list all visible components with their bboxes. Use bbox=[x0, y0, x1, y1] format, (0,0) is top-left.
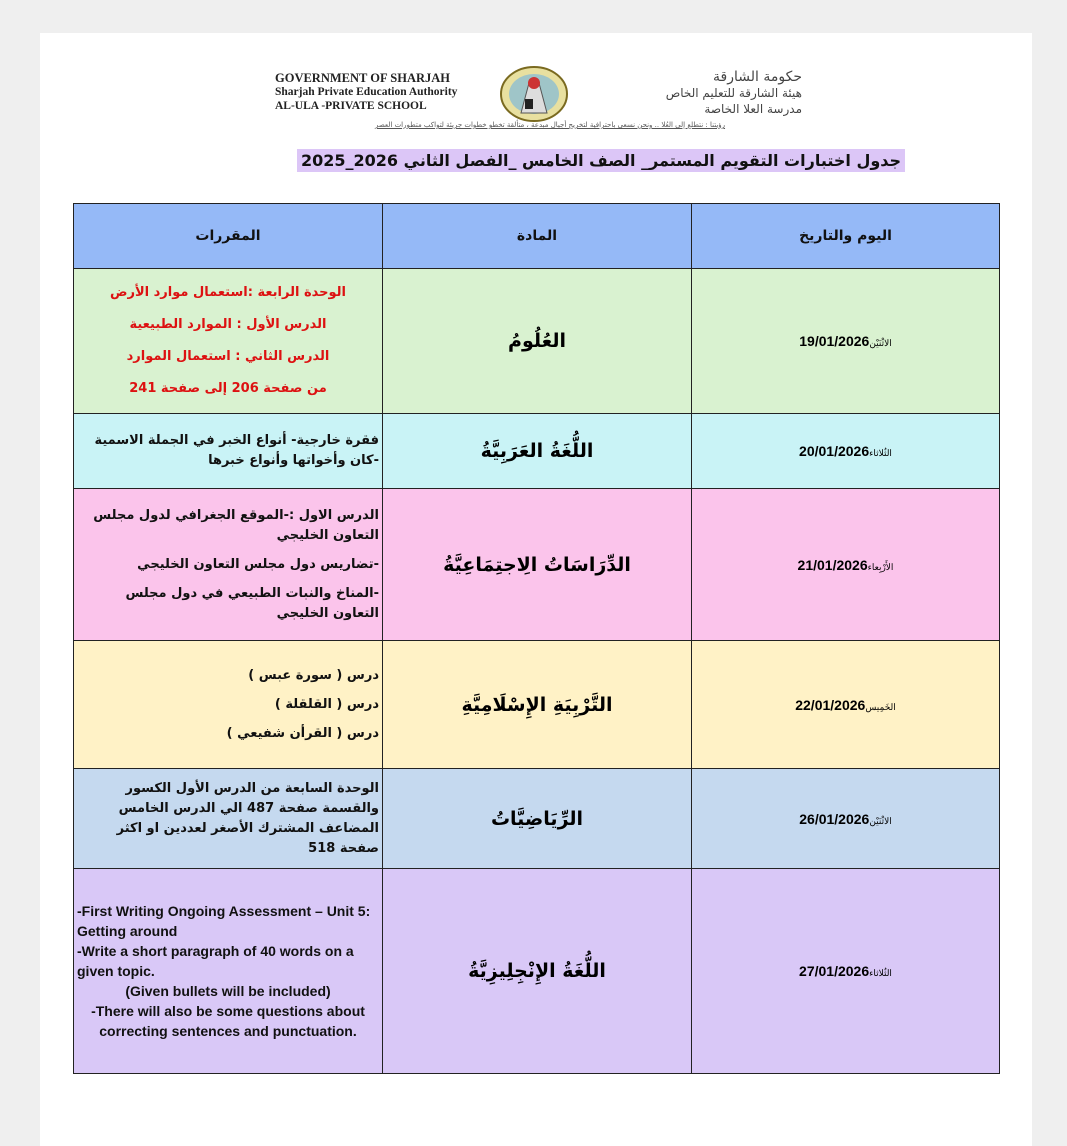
date-cell: الاثْنَيْن19/01/2026 bbox=[691, 268, 1000, 414]
date: 21/01/2026 bbox=[797, 556, 868, 573]
content-line: (Given bullets will be included) bbox=[125, 983, 331, 999]
content-line: -المناخ والنبات الطبيعي في دول مجلس التع… bbox=[125, 585, 379, 621]
date-cell: الأَرْبِعاء21/01/2026 bbox=[691, 488, 1000, 641]
date: 19/01/2026 bbox=[799, 333, 870, 349]
date: 20/01/2026 bbox=[799, 443, 870, 459]
content-line: -There will also be some questions about… bbox=[91, 1003, 365, 1039]
day-name: الخَمِيس bbox=[865, 701, 896, 712]
exam-schedule-table: اليوم والتاريخ المادة المقررات الاثْنَيْ… bbox=[73, 203, 1000, 1074]
header-arabic: حكومة الشارقة هيئة الشارقة للتعليم الخاص… bbox=[602, 69, 802, 117]
day-name: الأَرْبِعاء bbox=[867, 561, 894, 572]
date: 22/01/2026 bbox=[795, 696, 866, 713]
content-line: -تضاريس دول مجلس التعاون الخليجي bbox=[137, 556, 379, 572]
table-row: الأَرْبِعاء21/01/2026 الدِّرَاسَاتُ الِاج… bbox=[73, 488, 1000, 641]
date-cell: الثُلاثاء20/01/2026 bbox=[691, 413, 1000, 489]
content-cell: فقرة خارجية- أنواع الخبر في الجملة الاسم… bbox=[73, 413, 383, 489]
header-ar-line: مدرسة العلا الخاصة bbox=[704, 102, 802, 116]
subject-cell: التَّرْبِيَةِ الإِسْلَامِيَّةِ bbox=[382, 640, 692, 769]
subject-cell: اللُّغَةُ العَرَبِيَّةُ bbox=[382, 413, 692, 489]
school-vision: رؤيتنا : نتطلع إلى العُلا .. ونحن نسعى ب… bbox=[374, 121, 726, 129]
table-header-row: اليوم والتاريخ المادة المقررات bbox=[73, 203, 1000, 269]
date-cell: الخَمِيس22/01/2026 bbox=[691, 640, 1000, 769]
table-row: الثُلاثاء20/01/2026 اللُّغَةُ العَرَبِيَّ… bbox=[73, 413, 1000, 489]
column-header-content: المقررات bbox=[73, 203, 383, 269]
table-row: الخَمِيس22/01/2026 التَّرْبِيَةِ الإِسْلَ… bbox=[73, 640, 1000, 769]
day-name: الاثْنَيْن bbox=[869, 815, 892, 826]
page-title: جدول اختبارات التقويم المستمر_ الصف الخا… bbox=[297, 149, 906, 172]
header-ar-line: حكومة الشارقة bbox=[713, 69, 802, 85]
content-cell: -First Writing Ongoing Assessment – Unit… bbox=[73, 868, 383, 1074]
content-line: الدرس الأول : الموارد الطبيعية bbox=[129, 317, 327, 332]
content-line: من صفحة 206 إلى صفحة 241 bbox=[129, 381, 327, 396]
header-english: GOVERNMENT OF SHARJAH Sharjah Private Ed… bbox=[275, 71, 457, 113]
subject-cell: الدِّرَاسَاتُ الِاجتِمَاعِيَّةُ bbox=[382, 488, 692, 641]
subject-cell: اللُّغَةُ الإِنْجِلِيزِيَّةُ bbox=[382, 868, 692, 1074]
table-row: الاثْنَيْن26/01/2026 الرِّيَاضِيَّاتُ الوح… bbox=[73, 768, 1000, 869]
content-line: -First Writing Ongoing Assessment – Unit… bbox=[77, 903, 371, 939]
school-logo-icon bbox=[500, 66, 568, 122]
content-cell: الدرس الاول :-الموقع الجغرافي لدول مجلس … bbox=[73, 488, 383, 641]
content-line: درس ( القرأن شفيعي ) bbox=[226, 725, 379, 741]
content-line: الوحدة السابعة من الدرس الأول الكسور وال… bbox=[116, 780, 379, 856]
content-line: الوحدة الرابعة :استعمال موارد الأرض bbox=[109, 285, 346, 300]
content-line: الدرس الثاني : استعمال الموارد bbox=[126, 349, 330, 364]
header-en-line: AL-ULA -PRIVATE SCHOOL bbox=[275, 100, 427, 112]
subject-cell: الرِّيَاضِيَّاتُ bbox=[382, 768, 692, 869]
content-line: -Write a short paragraph of 40 words on … bbox=[77, 943, 354, 979]
day-name: الثُلاثاء bbox=[869, 968, 892, 978]
column-header-subject: المادة bbox=[382, 203, 692, 269]
date-cell: الثُلاثاء27/01/2026 bbox=[691, 868, 1000, 1074]
content-line: درس ( القلقلة ) bbox=[274, 696, 379, 712]
content-line: الدرس الاول :-الموقع الجغرافي لدول مجلس … bbox=[93, 507, 379, 543]
header-en-line: GOVERNMENT OF SHARJAH bbox=[275, 71, 451, 85]
column-header-date: اليوم والتاريخ bbox=[691, 203, 1000, 269]
header-ar-line: هيئة الشارقة للتعليم الخاص bbox=[665, 86, 802, 100]
header-en-line: Sharjah Private Education Authority bbox=[275, 86, 458, 98]
table-row: الاثْنَيْن19/01/2026 العُلُومُ الوحدة الرا… bbox=[73, 268, 1000, 414]
date-cell: الاثْنَيْن26/01/2026 bbox=[691, 768, 1000, 869]
table-row: الثُلاثاء27/01/2026 اللُّغَةُ الإِنْجِلِي… bbox=[73, 868, 1000, 1074]
content-line: درس ( سورة عبس ) bbox=[248, 667, 379, 683]
content-cell: الوحدة الرابعة :استعمال موارد الأرض الدرس… bbox=[73, 268, 383, 414]
day-name: الثُلاثاء bbox=[869, 448, 892, 458]
content-line: فقرة خارجية- أنواع الخبر في الجملة الاسم… bbox=[94, 433, 379, 468]
day-name: الاثْنَيْن bbox=[869, 338, 892, 348]
document-page: GOVERNMENT OF SHARJAH Sharjah Private Ed… bbox=[40, 33, 1032, 1146]
date: 27/01/2026 bbox=[799, 963, 870, 979]
subject-cell: العُلُومُ bbox=[382, 268, 692, 414]
content-cell: درس ( سورة عبس ) درس ( القلقلة ) درس ( الق… bbox=[73, 640, 383, 769]
content-cell: الوحدة السابعة من الدرس الأول الكسور وال… bbox=[73, 768, 383, 869]
date: 26/01/2026 bbox=[799, 810, 870, 827]
